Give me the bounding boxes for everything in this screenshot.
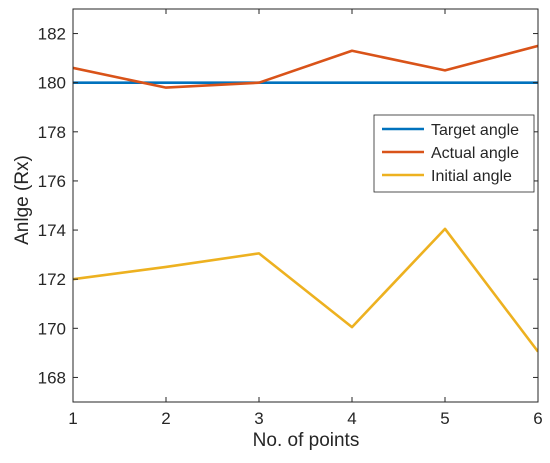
- legend-label: Actual angle: [431, 145, 519, 162]
- y-tick-label: 168: [38, 368, 66, 387]
- series-line-actual-angle: [73, 44, 538, 89]
- y-tick-label: 172: [38, 270, 66, 289]
- x-tick-label: 3: [254, 409, 263, 428]
- x-tick-label: 2: [161, 409, 170, 428]
- y-tick-label: 176: [38, 172, 66, 191]
- legend-label: Target angle: [431, 122, 519, 139]
- y-tick-label: 180: [38, 74, 66, 93]
- series-line-initial-angle: [73, 227, 538, 353]
- y-tick-label: 182: [38, 25, 66, 44]
- plot-frame: [72, 8, 539, 403]
- legend-label: Initial angle: [431, 168, 512, 185]
- x-tick-label: 1: [68, 409, 77, 428]
- x-tick-label: 4: [347, 409, 356, 428]
- x-tick-label: 6: [533, 409, 542, 428]
- x-tick-label: 5: [440, 409, 449, 428]
- y-tick-label: 170: [38, 319, 66, 338]
- series-layer: [73, 44, 538, 353]
- y-axis-label: Anlge (Rx): [12, 155, 33, 245]
- axes-layer: [72, 8, 539, 403]
- y-tick-label: 174: [38, 221, 66, 240]
- legend: Target angle Actual angle Initial angle: [373, 114, 535, 193]
- ticks-layer: 1 2 3 4 5 6 168 170 172 174 176 178 180 182: [38, 9, 543, 428]
- x-axis-label: No. of points: [253, 430, 360, 451]
- y-tick-label: 178: [38, 123, 66, 142]
